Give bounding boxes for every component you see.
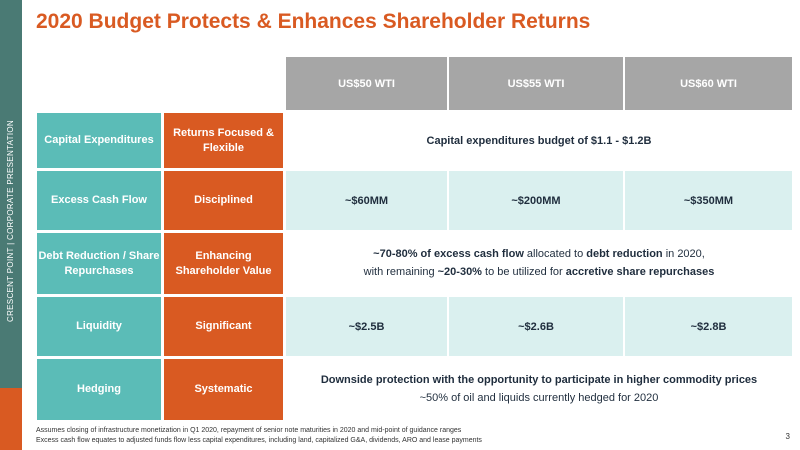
row-descriptor-text: Returns Focused & Flexible bbox=[173, 126, 274, 154]
side-bar bbox=[0, 0, 22, 450]
row-descriptor-text: Systematic bbox=[194, 383, 253, 396]
footnote-2: Excess cash flow equates to adjusted fun… bbox=[36, 437, 482, 444]
column-header-55: US$55 WTI bbox=[449, 57, 623, 110]
row-label-hedging: Hedging bbox=[37, 359, 161, 420]
excess-cash-flow-55: ~$200MM bbox=[449, 171, 623, 230]
remaining-text: with remaining bbox=[363, 265, 438, 278]
debt-year-text: in 2020, bbox=[662, 248, 705, 261]
row-label-capital-expenditures: Capital Expenditures bbox=[37, 113, 161, 168]
debt-reduction-line-2: with remaining ~20-30% to be utilized fo… bbox=[364, 264, 715, 281]
column-header-60: US$60 WTI bbox=[625, 57, 792, 110]
debt-reduction-bold: debt reduction bbox=[586, 248, 663, 261]
remaining-pct-bold: ~20-30% bbox=[437, 265, 482, 278]
row-label-text: Debt Reduction / Share Repurchases bbox=[38, 249, 160, 277]
debt-allocation-bold: ~70-80% of excess cash flow bbox=[373, 248, 524, 261]
debt-allocation-text: allocated to bbox=[523, 248, 587, 261]
footnotes: Assumes closing of infrastructure moneti… bbox=[36, 426, 482, 446]
hedging-line-1: Downside protection with the opportunity… bbox=[320, 374, 758, 387]
hedging-cell: Downside protection with the opportunity… bbox=[286, 359, 792, 420]
sidebar-company-label: CRESCENT POINT | CORPORATE PRESENTATION bbox=[6, 120, 15, 322]
liquidity-55: ~$2.6B bbox=[449, 297, 623, 356]
debt-reduction-text: ~70-80% of excess cash flow allocated to… bbox=[364, 246, 715, 280]
row-label-text: Liquidity bbox=[76, 320, 122, 333]
footnote-1: Assumes closing of infrastructure moneti… bbox=[36, 427, 462, 434]
row-descriptor-text: Significant bbox=[195, 320, 252, 333]
row-descriptor-significant: Significant bbox=[164, 297, 283, 356]
row-label-text: Excess Cash Flow bbox=[51, 194, 147, 207]
capex-budget-text: Capital expenditures budget of $1.1 - $1… bbox=[426, 134, 652, 147]
row-descriptor-enhancing-value: Enhancing Shareholder Value bbox=[164, 233, 283, 294]
liquidity-50: ~$2.5B bbox=[286, 297, 447, 356]
hedging-line-2: ~50% of oil and liquids currently hedged… bbox=[419, 391, 659, 404]
column-header-50: US$50 WTI bbox=[286, 57, 447, 110]
row-label-text: Capital Expenditures bbox=[44, 134, 154, 147]
row-descriptor-returns-focused: Returns Focused & Flexible bbox=[164, 113, 283, 168]
row-label-liquidity: Liquidity bbox=[37, 297, 161, 356]
side-bar-accent bbox=[0, 388, 22, 450]
row-descriptor-systematic: Systematic bbox=[164, 359, 283, 420]
row-label-excess-cash-flow: Excess Cash Flow bbox=[37, 171, 161, 230]
page-number: 3 bbox=[785, 432, 790, 441]
debt-reduction-cell: ~70-80% of excess cash flow allocated to… bbox=[286, 233, 792, 294]
page-title: 2020 Budget Protects & Enhances Sharehol… bbox=[36, 10, 591, 33]
share-repurchases-bold: accretive share repurchases bbox=[565, 265, 715, 278]
utilized-text: to be utilized for bbox=[481, 265, 566, 278]
liquidity-60: ~$2.8B bbox=[625, 297, 792, 356]
excess-cash-flow-50: ~$60MM bbox=[286, 171, 447, 230]
capex-budget-cell: Capital expenditures budget of $1.1 - $1… bbox=[286, 113, 792, 168]
excess-cash-flow-60: ~$350MM bbox=[625, 171, 792, 230]
row-descriptor-text: Enhancing Shareholder Value bbox=[175, 249, 272, 277]
row-label-debt-reduction: Debt Reduction / Share Repurchases bbox=[37, 233, 161, 294]
hedging-text: Downside protection with the opportunity… bbox=[321, 372, 757, 406]
row-label-text: Hedging bbox=[77, 383, 121, 396]
row-descriptor-disciplined: Disciplined bbox=[164, 171, 283, 230]
row-descriptor-text: Disciplined bbox=[194, 194, 253, 207]
debt-reduction-line-1: ~70-80% of excess cash flow allocated to… bbox=[364, 246, 715, 263]
